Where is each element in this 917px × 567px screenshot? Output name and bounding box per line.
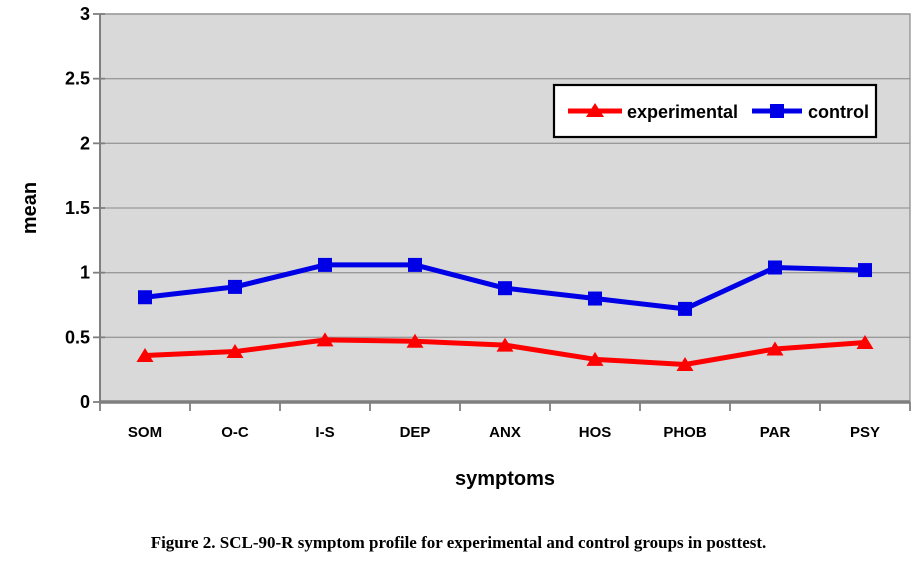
square-marker-icon (770, 104, 784, 118)
chart-svg: 0 0.5 1 1.5 2 2.5 3 SOM O-C I-S DEP ANX HOS PHOB PAR PS… (19, 4, 911, 490)
square-marker-icon (408, 257, 422, 272)
x-tick-label: HOS (579, 424, 612, 441)
triangle-marker-icon (586, 103, 604, 117)
triangle-marker-icon (766, 341, 784, 356)
legend: experimental control (552, 83, 878, 139)
triangle-marker-icon (406, 333, 424, 348)
square-marker-icon (498, 281, 512, 296)
triangle-marker-icon (136, 347, 154, 362)
figure-caption: Figure 2. SCL-90-R symptom profile for e… (150, 533, 767, 552)
y-axis-title: mean (19, 182, 41, 234)
triangle-marker-icon (586, 351, 604, 366)
x-tick-label: DEP (400, 424, 431, 441)
y-tick-label: 1 (80, 263, 90, 283)
triangle-marker-icon (676, 356, 694, 371)
triangle-marker-icon (496, 337, 514, 352)
square-marker-icon (318, 257, 332, 272)
square-marker-icon (768, 260, 782, 275)
square-marker-icon (858, 263, 872, 278)
x-axis-title: symptoms (455, 468, 555, 490)
y-tick-label: 2 (80, 133, 90, 153)
triangle-marker-icon (316, 332, 334, 347)
y-tick-label: 0.5 (65, 327, 90, 347)
y-tick-label: 0 (80, 392, 90, 412)
square-marker-icon (678, 301, 692, 316)
square-marker-icon (588, 291, 602, 306)
x-tick-label: O-C (221, 424, 249, 441)
y-tick-label: 2.5 (65, 69, 90, 89)
legend-label-control: control (808, 102, 869, 122)
plot-layer: 0 0.5 1 1.5 2 2.5 3 SOM O-C I-S DEP ANX HOS PHOB PAR PS… (65, 4, 911, 441)
x-tick-label: PAR (760, 424, 791, 441)
triangle-marker-icon (856, 335, 874, 350)
y-tick-label: 1.5 (65, 198, 90, 218)
y-tick-label: 3 (80, 4, 90, 24)
x-tick-label: PHOB (663, 424, 707, 441)
square-marker-icon (228, 279, 242, 294)
x-tick-label: ANX (489, 424, 521, 441)
x-tick-label: SOM (128, 424, 162, 441)
triangle-marker-icon (226, 344, 244, 359)
x-tick-label: PSY (850, 424, 880, 441)
legend-label-experimental: experimental (627, 102, 738, 122)
x-tick-label: I-S (315, 424, 334, 441)
square-marker-icon (138, 290, 152, 305)
